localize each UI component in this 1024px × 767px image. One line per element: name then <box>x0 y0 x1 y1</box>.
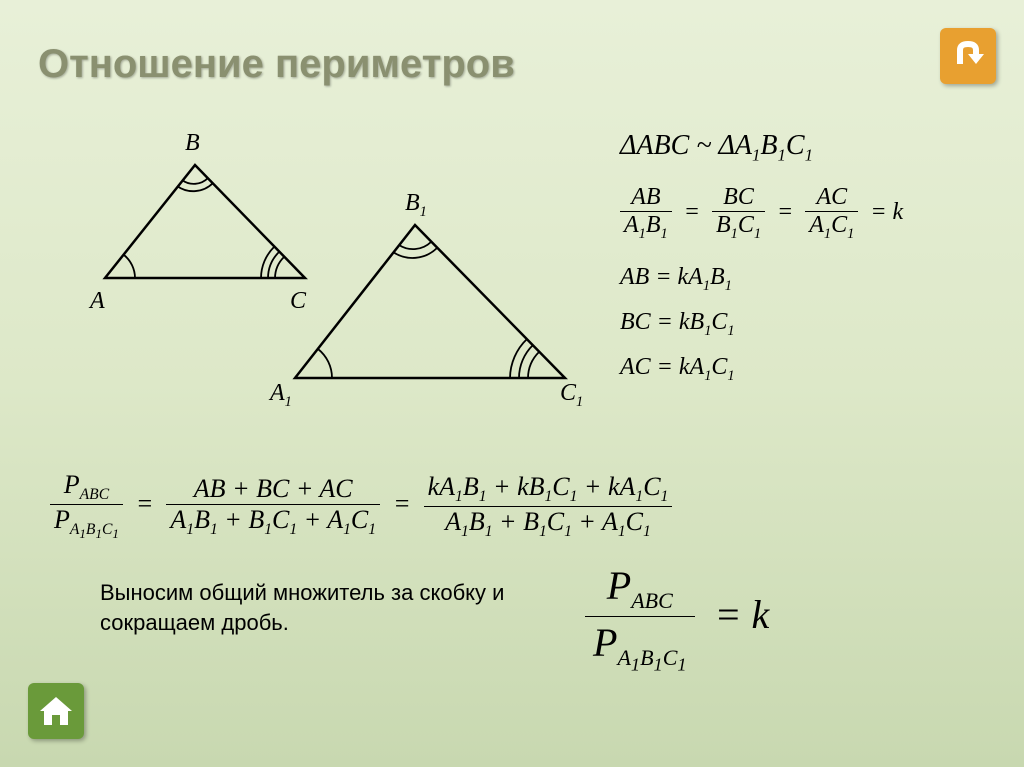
side-eq-3: AC = kA1C1 <box>620 354 1000 385</box>
result-equation: PABC PA1B1C1 = k <box>585 560 769 677</box>
perimeter-equation: PABCPA1B1C1 = AB + BC + ACA1B1 + B1C1 + … <box>50 470 672 542</box>
back-button[interactable] <box>940 28 996 84</box>
side-eq-2: BC = kB1C1 <box>620 309 1000 340</box>
explanation-note: Выносим общий множитель за скобку и сокр… <box>100 578 504 637</box>
label-a: A <box>90 288 105 315</box>
label-b: B <box>185 130 200 157</box>
triangle-abc <box>100 160 320 290</box>
label-c1: C1 <box>560 380 583 411</box>
slide-title: Отношение периметров <box>38 42 515 87</box>
math-column: ΔABC ~ ΔA1B1C1 ABA1B1 = BCB1C1 = ACA1C1 … <box>620 130 1000 399</box>
ratio-equation: ABA1B1 = BCB1C1 = ACA1C1 = k <box>620 184 1000 243</box>
home-icon <box>36 691 76 731</box>
similarity-statement: ΔABC ~ ΔA1B1C1 <box>620 130 1000 166</box>
label-b1: B1 <box>405 190 427 221</box>
triangle-a1b1c1 <box>290 220 580 390</box>
u-turn-icon <box>948 36 988 76</box>
triangles-diagram: A B C A1 B1 C1 <box>60 130 560 430</box>
side-eq-1: AB = kA1B1 <box>620 264 1000 295</box>
label-a1: A1 <box>270 380 292 411</box>
home-button[interactable] <box>28 683 84 739</box>
